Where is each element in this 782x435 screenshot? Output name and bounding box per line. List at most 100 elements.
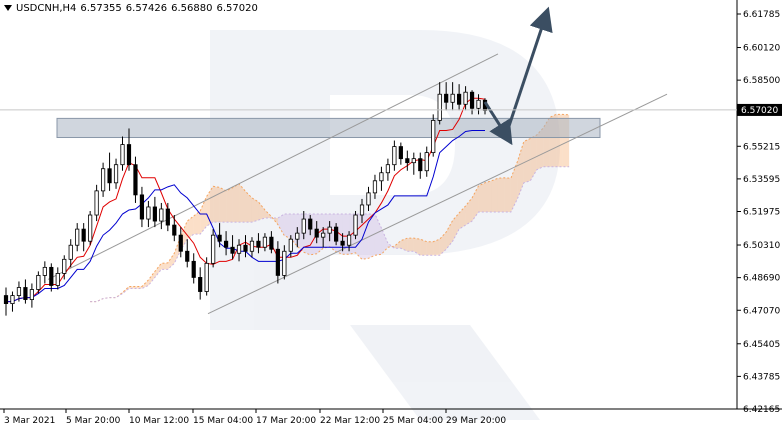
candle bbox=[450, 82, 455, 111]
ichimoku-cloud bbox=[90, 113, 570, 303]
candle-body bbox=[94, 190, 99, 216]
x-tick-label: 5 Mar 20:00 bbox=[66, 416, 121, 426]
cloud-segment bbox=[213, 186, 220, 223]
cloud-segment bbox=[387, 243, 395, 249]
channel-upper-line bbox=[47, 53, 499, 280]
candle-body bbox=[340, 240, 345, 246]
candle-body bbox=[172, 224, 177, 236]
cloud-segment bbox=[148, 271, 155, 286]
candle bbox=[198, 267, 203, 300]
cloud-segment bbox=[251, 197, 259, 223]
cloud-segment bbox=[478, 182, 485, 213]
cloud-segment bbox=[407, 238, 414, 252]
candle bbox=[301, 210, 306, 240]
candle bbox=[49, 263, 54, 292]
candle-body bbox=[178, 234, 183, 252]
y-tick-label: 6.51975 bbox=[743, 208, 780, 218]
x-tick-label: 29 Mar 20:00 bbox=[446, 416, 506, 426]
candle bbox=[16, 281, 22, 302]
candle bbox=[340, 233, 345, 252]
candle-body bbox=[62, 258, 67, 274]
candle-body bbox=[282, 250, 287, 276]
candle-body bbox=[81, 228, 86, 242]
candle bbox=[334, 223, 339, 246]
candle bbox=[457, 84, 462, 111]
candle bbox=[36, 271, 41, 294]
candle-body bbox=[36, 275, 41, 290]
candle bbox=[275, 241, 280, 284]
candle bbox=[256, 233, 261, 254]
resistance-zone bbox=[56, 117, 601, 139]
forecast-arrow-down bbox=[483, 101, 513, 146]
candle-body bbox=[29, 289, 34, 300]
candle bbox=[243, 235, 248, 258]
candle bbox=[398, 142, 403, 165]
candle-body bbox=[68, 244, 73, 260]
price-tag-label: 6.57020 bbox=[741, 106, 778, 116]
candle-body bbox=[120, 144, 125, 166]
candle-body bbox=[211, 234, 216, 264]
cloud-segment bbox=[258, 201, 265, 221]
candle bbox=[107, 152, 112, 191]
candle-body bbox=[392, 146, 397, 166]
candle bbox=[353, 210, 358, 240]
candlesticks bbox=[3, 82, 488, 316]
candle-body bbox=[42, 266, 47, 276]
candle-body bbox=[405, 158, 410, 164]
cloud-segment bbox=[485, 180, 492, 213]
candle-body bbox=[113, 164, 119, 184]
candle-body bbox=[308, 218, 313, 230]
open-value: 6.57355 bbox=[80, 3, 122, 14]
candle-body bbox=[217, 234, 222, 242]
y-tick-label: 6.50310 bbox=[743, 241, 780, 251]
candle-body bbox=[75, 228, 80, 246]
cloud-segment bbox=[316, 214, 324, 254]
y-tick-label: 6.45405 bbox=[743, 340, 780, 350]
high-value: 6.57426 bbox=[125, 3, 168, 14]
candle bbox=[366, 186, 371, 211]
candle bbox=[437, 82, 442, 125]
axes: 6.61785 6.60120 6.58500 6.55215 6.53595 6.519… bbox=[0, 0, 782, 426]
candle-body bbox=[107, 168, 112, 184]
y-tick-label: 6.58500 bbox=[743, 76, 780, 86]
candle bbox=[146, 200, 151, 228]
cloud-segment bbox=[200, 196, 207, 235]
y-tick-label: 6.42165 bbox=[743, 405, 780, 415]
candle-body bbox=[191, 260, 196, 278]
candle bbox=[81, 223, 86, 252]
candle-body bbox=[301, 218, 306, 234]
candle-body bbox=[249, 240, 255, 252]
candle bbox=[172, 215, 177, 242]
candle bbox=[236, 239, 242, 262]
candle-body bbox=[457, 93, 462, 105]
candle bbox=[282, 245, 287, 280]
candle-body bbox=[295, 232, 300, 240]
candle bbox=[327, 221, 332, 242]
y-tick-label: 6.55215 bbox=[743, 142, 780, 152]
close-value: 6.57020 bbox=[216, 3, 258, 14]
candle-body bbox=[88, 214, 93, 242]
candle bbox=[178, 227, 183, 258]
cloud-segment bbox=[465, 197, 473, 226]
candle bbox=[288, 235, 293, 258]
candle-body bbox=[3, 295, 9, 305]
candle-body bbox=[133, 164, 138, 196]
candle bbox=[55, 267, 60, 290]
candle-body bbox=[353, 214, 358, 236]
candle-body bbox=[334, 226, 339, 242]
x-tick-label: 17 Mar 20:00 bbox=[256, 416, 316, 426]
cloud-segment bbox=[239, 183, 246, 223]
candle bbox=[139, 186, 145, 228]
cloud-segment bbox=[504, 177, 511, 213]
candle-body bbox=[411, 158, 416, 164]
x-tick-label: 10 Mar 12:00 bbox=[129, 416, 189, 426]
cloud-segment bbox=[277, 214, 285, 236]
cloud-segment bbox=[536, 127, 544, 170]
candle bbox=[392, 140, 397, 171]
candle bbox=[75, 223, 80, 252]
candle-body bbox=[469, 91, 475, 109]
collapse-triangle-icon[interactable] bbox=[4, 5, 12, 11]
cloud-segment bbox=[368, 214, 375, 259]
